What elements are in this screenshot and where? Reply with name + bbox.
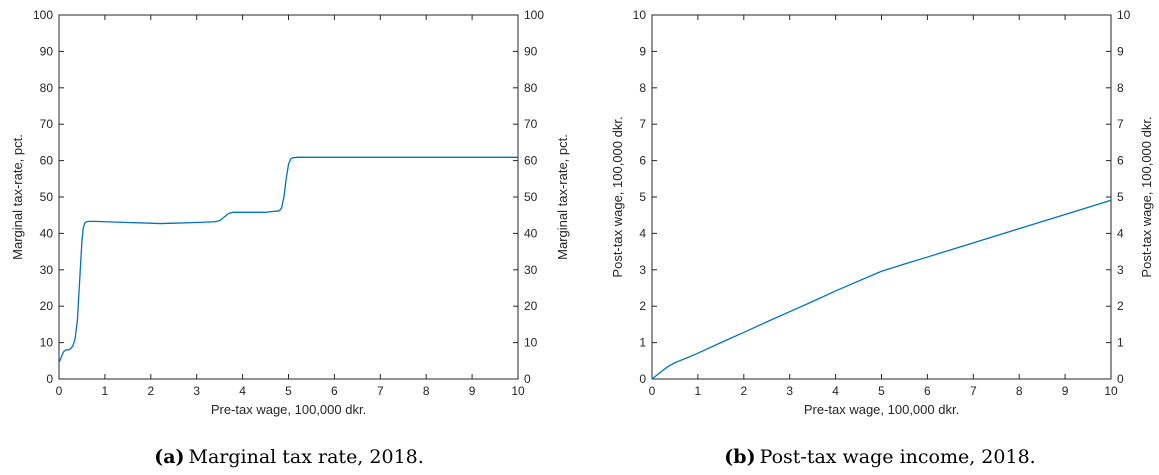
panel-b-xtick-label: 5	[878, 384, 885, 398]
panel-b-ytick-label-right: 1	[1117, 336, 1124, 350]
panel-b-ytick-label: 3	[639, 263, 646, 277]
panel-b-xtick-label: 0	[649, 384, 656, 398]
panel-a-ytick-label: 90	[40, 44, 54, 58]
panel-b-ytick-label-right: 3	[1117, 263, 1124, 277]
panel-b-caption-label: (b)	[724, 446, 755, 468]
panel-a-plot-frame	[58, 14, 519, 380]
panel-a-ytick-label-right: 50	[524, 190, 538, 204]
panel-a-yticks: 0 0 10 10 20 20 30 30 40 40 50 50 60 60 70 70 80 80 90 90 10…	[33, 8, 544, 386]
panel-a-ytick-label-right: 100	[524, 8, 544, 22]
panel-a-ytick-label: 30	[40, 263, 54, 277]
panel-b-xtick-label: 1	[695, 384, 702, 398]
panel-a-ytick-label: 50	[40, 190, 54, 204]
panel-b-yticks: 0 0 1 1 2 2 3 3 4 4 5 5 6 6 7 7 8 8 9 9 10 10	[633, 8, 1131, 386]
panel-a-xtick-label: 7	[377, 384, 384, 398]
panel-b-ytick-label: 10	[633, 8, 647, 22]
panel-b-xtick-label: 3	[786, 384, 793, 398]
panel-b-ytick-label: 9	[639, 44, 646, 58]
panel-a-ytick-label-right: 90	[524, 44, 538, 58]
panel-a-ytick-label: 70	[40, 117, 54, 131]
panel-b-ytick-label: 6	[639, 154, 646, 168]
panel-a-ytick-label-right: 80	[524, 81, 538, 95]
panel-a-xtick-label: 4	[239, 384, 246, 398]
panel-a-caption: (a) Marginal tax rate, 2018.	[154, 446, 424, 468]
panel-a-ytick-label-right: 60	[524, 154, 538, 168]
panel-a-ytick-label-right: 20	[524, 299, 538, 313]
panel-b-plot-frame	[651, 14, 1112, 380]
panel-b-ylabel: Post-tax wage, 100,000 dkr.	[610, 116, 625, 277]
panel-a-caption-label: (a)	[154, 446, 184, 468]
panel-a-ytick-label-right: 30	[524, 263, 538, 277]
panel-b-xtick-label: 8	[1016, 384, 1023, 398]
panel-b-xtick-label: 10	[1104, 384, 1118, 398]
panel-b-xtick-label: 7	[970, 384, 977, 398]
panel-a-xtick-label: 8	[423, 384, 430, 398]
panel-b-ytick-label-right: 4	[1117, 226, 1124, 240]
panel-b-ytick-label-right: 9	[1117, 44, 1124, 58]
panel-b: 0 1 2 3 4 5 6 7 8 9 10 0 01 12 23 34 45 56 67 78 89 910 10 Pr…	[610, 8, 1154, 468]
panel-a-xtick-label: 5	[285, 384, 292, 398]
panel-a-series-line	[58, 156, 518, 363]
panel-b-series-line	[651, 199, 1112, 380]
panel-a-xtick-label: 3	[193, 384, 200, 398]
panel-b-xlabel: Pre-tax wage, 100,000 dkr.	[804, 402, 959, 417]
panel-b-ytick-label: 7	[639, 117, 646, 131]
panel-a-ytick-label: 80	[40, 81, 54, 95]
panel-b-ytick-label-right: 5	[1117, 190, 1124, 204]
panel-b-xtick-label: 9	[1062, 384, 1069, 398]
panel-a-ytick-label: 100	[33, 8, 53, 22]
panel-a-ylabel: Marginal tax-rate, pct.	[10, 134, 25, 260]
panel-b-ytick-label-right: 6	[1117, 154, 1124, 168]
panel-a-xticks: 0 1 2 3 4 5 6 7 8 9 10	[56, 15, 525, 398]
panel-b-ytick-label: 8	[639, 81, 646, 95]
panel-b-ytick-label-right: 2	[1117, 299, 1124, 313]
panel-a-ytick-label-right: 0	[524, 372, 531, 386]
panel-b-xtick-label: 4	[832, 384, 839, 398]
panel-a-ylabel-right: Marginal tax-rate, pct.	[555, 134, 570, 260]
panel-b-xticks: 0 1 2 3 4 5 6 7 8 9 10	[649, 15, 1118, 398]
panel-a-ytick-label: 40	[40, 226, 54, 240]
panel-b-ytick-label-right: 0	[1117, 372, 1124, 386]
panel-a-xtick-label: 0	[56, 384, 63, 398]
panel-b-ytick-label: 5	[639, 190, 646, 204]
panel-a-ytick-label-right: 40	[524, 226, 538, 240]
panel-a-ytick-label: 10	[40, 336, 54, 350]
panel-b-xtick-label: 2	[740, 384, 747, 398]
panel-b-ylabel-right: Post-tax wage, 100,000 dkr.	[1139, 116, 1154, 277]
panel-b-ytick-label: 1	[639, 336, 646, 350]
panel-a-xtick-label: 6	[331, 384, 338, 398]
panel-a-ytick-label-right: 70	[524, 117, 538, 131]
panel-b-ytick-label: 4	[639, 226, 646, 240]
panel-b-ytick-label-right: 7	[1117, 117, 1124, 131]
panel-a-ytick-label: 20	[40, 299, 54, 313]
panel-a-xtick-label: 9	[469, 384, 476, 398]
panel-b-ytick-label: 2	[639, 299, 646, 313]
panel-a-caption-text: Marginal tax rate, 2018.	[189, 446, 424, 468]
panel-b-ytick-label-right: 10	[1117, 8, 1131, 22]
panel-a-ytick-label: 0	[46, 372, 53, 386]
panel-a-xtick-label: 10	[511, 384, 525, 398]
panel-b-ytick-label-right: 8	[1117, 81, 1124, 95]
panel-a-xtick-label: 1	[102, 384, 109, 398]
panel-b-caption: (b) Post-tax wage income, 2018.	[724, 446, 1035, 468]
panel-b-caption-text: Post-tax wage income, 2018.	[760, 446, 1036, 468]
panel-b-xtick-label: 6	[924, 384, 931, 398]
panel-b-ytick-label: 0	[639, 372, 646, 386]
panel-a-ytick-label: 60	[40, 154, 54, 168]
panel-a-ytick-label-right: 10	[524, 336, 538, 350]
panel-a-xtick-label: 2	[147, 384, 154, 398]
panel-a-xlabel: Pre-tax wage, 100,000 dkr.	[211, 402, 366, 417]
